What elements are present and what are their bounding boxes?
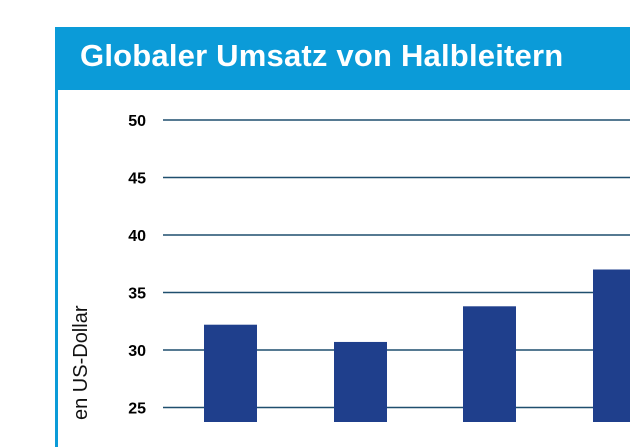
bar-layer (204, 269, 630, 422)
bar (204, 324, 257, 422)
bar (334, 341, 387, 422)
bar-chart: 25 30 35 40 45 50 (128, 113, 630, 422)
y-tick-label: 30 (128, 343, 146, 360)
bar (593, 269, 630, 422)
bar (463, 306, 516, 422)
y-tick-label: 50 (128, 113, 146, 130)
chart-title: Globaler Umsatz von Halbleitern (80, 38, 564, 73)
y-tick-label: 40 (128, 228, 146, 245)
y-tick-label: 35 (128, 286, 146, 303)
y-tick-label: 45 (128, 171, 146, 188)
chart-title-bar (55, 27, 630, 90)
grid-layer: 25 30 35 40 45 50 (128, 113, 630, 418)
y-tick-label: 25 (128, 401, 146, 418)
